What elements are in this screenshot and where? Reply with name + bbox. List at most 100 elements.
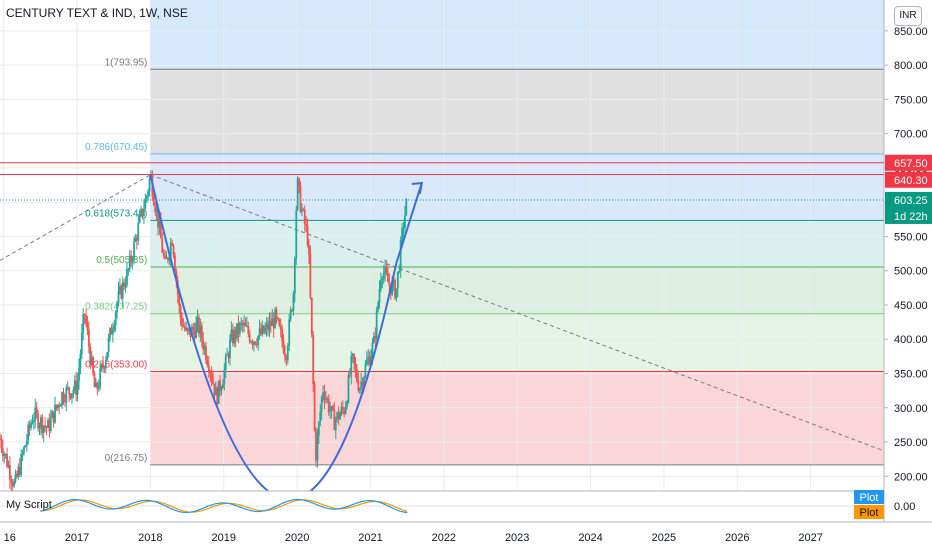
- time-axis-label: 16: [4, 532, 16, 544]
- candle-body: [398, 270, 401, 272]
- candle-body: [171, 242, 174, 246]
- candle-body: [192, 327, 195, 331]
- candle-body: [333, 409, 336, 431]
- fib-label-0: 0(216.75): [105, 453, 148, 464]
- candle-body: [230, 329, 233, 340]
- candle-body: [209, 371, 212, 374]
- candle-body: [13, 481, 16, 487]
- fib-label-0.786: 0.786(670.45): [85, 142, 147, 153]
- candle-body: [27, 424, 30, 441]
- candle-body: [371, 342, 374, 356]
- candle-body: [364, 364, 367, 378]
- candle-body: [227, 354, 230, 359]
- price-tick-label: 800.00: [894, 60, 928, 72]
- candle-body: [278, 319, 281, 327]
- candle-body: [130, 255, 133, 262]
- candle-body: [79, 354, 82, 368]
- candle-body: [195, 323, 197, 338]
- time-axis-label: 2017: [65, 532, 89, 544]
- candle-body: [72, 390, 75, 394]
- candle-body: [165, 257, 168, 259]
- candle-body: [216, 387, 219, 404]
- candle-body: [141, 208, 144, 217]
- candle-body: [206, 360, 209, 366]
- candle-body: [159, 220, 162, 239]
- trend-line-1[interactable]: [0, 174, 151, 261]
- candle-body: [396, 271, 399, 289]
- candle-body: [71, 393, 73, 399]
- indicator-zero-label: 0.00: [894, 501, 915, 513]
- trend-line-2[interactable]: [150, 174, 885, 452]
- time-axis-label: 2026: [725, 532, 749, 544]
- candle-body: [127, 269, 130, 271]
- candle-body: [238, 323, 241, 334]
- candle-body: [32, 419, 35, 422]
- candle-body: [179, 305, 182, 319]
- candle-body: [155, 209, 158, 212]
- fib-label-1: 1(793.95): [105, 57, 148, 68]
- price-scale[interactable]: [884, 0, 932, 550]
- currency-button[interactable]: INR: [894, 6, 922, 26]
- candle-body: [20, 453, 23, 475]
- candle-body: [8, 465, 11, 480]
- indicator-plot-orange: [40, 499, 408, 513]
- candle-body: [356, 368, 358, 381]
- candle-body: [241, 322, 244, 326]
- candle-body: [93, 373, 96, 388]
- candle-body: [188, 329, 190, 331]
- candle-body: [305, 223, 308, 226]
- candle-body: [374, 336, 377, 339]
- candle-body: [182, 326, 185, 328]
- candle-body: [247, 325, 250, 334]
- candle-body: [18, 466, 21, 475]
- chart-title: CENTURY TEXT & IND, 1W, NSE: [6, 6, 188, 20]
- time-axis[interactable]: [0, 522, 932, 550]
- candle-body: [323, 392, 326, 401]
- candle-body: [143, 208, 145, 217]
- candle-body: [89, 346, 92, 365]
- candle-body: [265, 323, 268, 329]
- candle-body: [262, 325, 265, 333]
- candle-body: [394, 279, 396, 299]
- candle-body: [168, 257, 171, 261]
- candle-body: [367, 356, 370, 361]
- candle-body: [306, 225, 309, 245]
- price-tick-label: 850.00: [894, 26, 928, 38]
- candle-body: [203, 346, 206, 350]
- candle-body: [292, 293, 295, 311]
- candle-body: [145, 196, 148, 199]
- candle-body: [158, 220, 161, 228]
- fib-label-0.5: 0.5(505.35): [96, 255, 147, 266]
- candle-body: [267, 323, 269, 331]
- candle-body: [205, 346, 207, 361]
- candle-body: [222, 384, 224, 389]
- candle-body: [363, 377, 365, 387]
- candle-body: [233, 329, 236, 344]
- candle-body: [339, 413, 341, 420]
- candle-body: [313, 383, 316, 431]
- candle-body: [261, 325, 264, 335]
- candle-body: [148, 178, 151, 192]
- candle-body: [377, 302, 379, 311]
- candle-body: [284, 352, 286, 357]
- candle-body: [268, 320, 271, 331]
- candle-body: [298, 178, 300, 186]
- candle-body: [128, 255, 131, 270]
- time-axis-label: 2021: [358, 532, 382, 544]
- candle-body: [392, 279, 395, 283]
- candle-body: [289, 309, 292, 320]
- candle-body: [303, 209, 306, 224]
- candle-body: [214, 387, 217, 396]
- candle-body: [162, 252, 165, 256]
- candle-body: [135, 237, 138, 241]
- candle-body: [56, 404, 59, 409]
- candle-body: [402, 227, 405, 229]
- candle-body: [100, 364, 103, 369]
- candle-body: [63, 401, 66, 403]
- candle-body: [399, 239, 402, 271]
- candle-body: [391, 282, 394, 295]
- candle-body: [361, 381, 364, 387]
- price-tick-label: 300.00: [894, 403, 928, 415]
- candle-body: [319, 412, 322, 423]
